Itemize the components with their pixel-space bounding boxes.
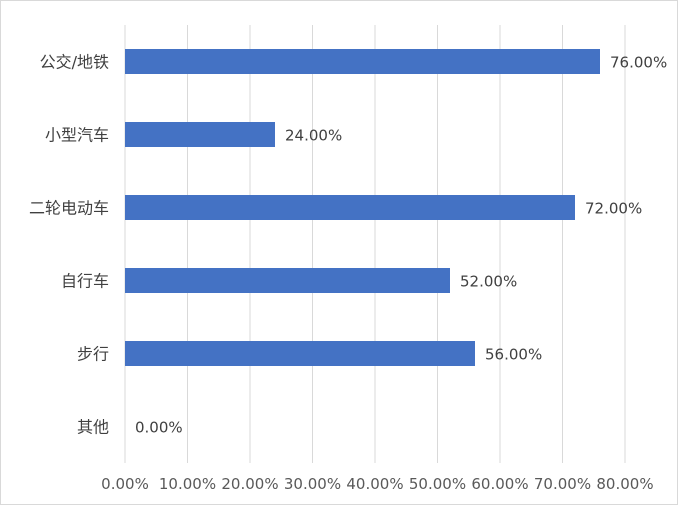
category-label: 二轮电动车 [29, 199, 109, 218]
x-axis-tick-labels: 0.00% 10.00% 20.00% 30.00% 40.00% 50.00% 60.00… [101, 475, 653, 493]
data-label: 76.00% [610, 54, 667, 72]
category-label: 其他 [77, 418, 109, 437]
bar [125, 268, 450, 293]
x-tick-label: 10.00% [159, 475, 216, 493]
data-label: 52.00% [460, 273, 517, 291]
gridlines [124, 25, 626, 463]
data-label: 0.00% [135, 419, 183, 437]
data-label: 24.00% [285, 127, 342, 145]
data-label: 56.00% [485, 346, 542, 364]
category-label: 小型汽车 [45, 126, 109, 145]
x-tick-label: 40.00% [346, 475, 403, 493]
category-label: 公交/地铁 [40, 53, 109, 72]
bar [125, 122, 275, 147]
x-tick-label: 80.00% [596, 475, 653, 493]
x-tick-label: 50.00% [409, 475, 466, 493]
x-tick-label: 30.00% [284, 475, 341, 493]
category-label: 步行 [77, 345, 109, 364]
bar [125, 341, 475, 366]
x-tick-label: 60.00% [471, 475, 528, 493]
x-tick-label: 20.00% [221, 475, 278, 493]
x-tick-label: 0.00% [101, 475, 149, 493]
x-tick-label: 70.00% [534, 475, 591, 493]
category-label: 自行车 [61, 272, 109, 291]
bar [125, 49, 600, 74]
data-label: 72.00% [585, 200, 642, 218]
data-labels: 76.00% 24.00% 72.00% 52.00% 56.00% 0.00% [135, 54, 667, 437]
bar [125, 195, 575, 220]
bars [125, 49, 600, 366]
